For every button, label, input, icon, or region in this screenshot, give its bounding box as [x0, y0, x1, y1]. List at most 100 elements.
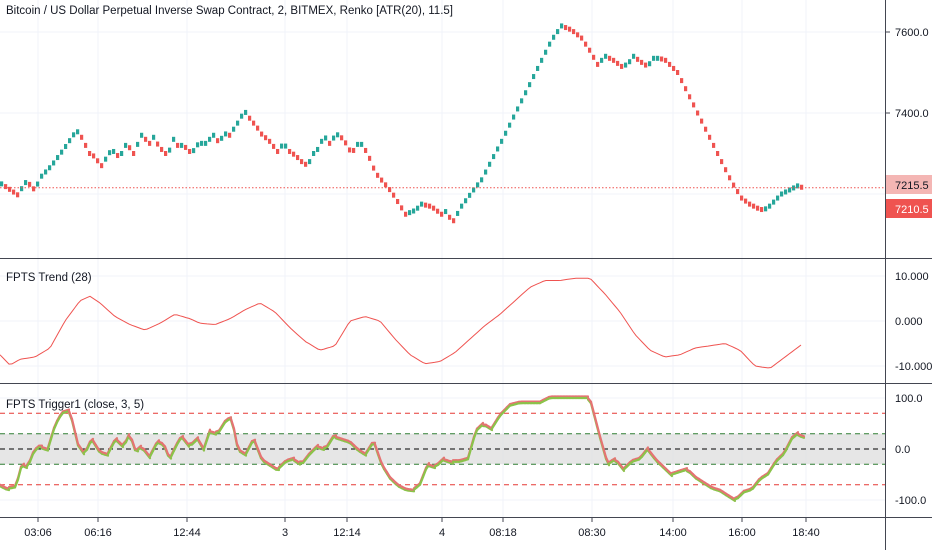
time-tick-label: 03:06	[24, 527, 52, 539]
renko-brick	[780, 191, 784, 197]
renko-brick	[24, 180, 28, 186]
time-tick-label: 12:44	[173, 527, 201, 539]
trigger-tick: 0.0	[895, 444, 910, 456]
time-axis[interactable]: 03:06 06:16 12:44 3 12:14 4 08:18 08:30 14:00 16:…	[24, 517, 820, 539]
renko-brick	[44, 169, 48, 175]
renko-brick	[612, 57, 616, 63]
renko-brick	[192, 148, 196, 154]
renko-brick	[548, 41, 552, 47]
renko-brick	[600, 57, 604, 63]
renko-brick	[776, 195, 780, 201]
renko-brick	[64, 144, 68, 150]
time-tick-label: 06:16	[84, 527, 112, 539]
renko-brick	[364, 147, 368, 153]
renko-brick	[300, 159, 304, 165]
renko-brick	[408, 210, 412, 216]
renko-brick	[20, 186, 24, 192]
renko-brick	[492, 154, 496, 160]
renko-brick	[52, 160, 56, 166]
renko-brick	[640, 59, 644, 65]
price-pane-title: Bitcoin / US Dollar Perpetual Inverse Sw…	[6, 5, 453, 17]
renko-brick	[360, 141, 364, 147]
last-price-value: 7215.5	[895, 180, 929, 192]
renko-brick	[452, 218, 456, 224]
renko-brick	[432, 205, 436, 211]
renko-brick	[480, 177, 484, 183]
renko-brick	[112, 148, 116, 154]
renko-brick	[412, 208, 416, 214]
trigger-tick: -100.0	[895, 495, 926, 507]
renko-brick	[316, 146, 320, 152]
renko-brick	[568, 26, 572, 32]
renko-brick	[684, 86, 688, 92]
trend-tick: 0.000	[895, 316, 923, 328]
second-price-badge	[886, 199, 932, 218]
renko-brick	[456, 210, 460, 216]
renko-brick	[356, 141, 360, 147]
renko-brick	[240, 113, 244, 119]
trigger-axis[interactable]: 100.0 0.0 -100.0	[895, 393, 926, 507]
renko-brick	[596, 61, 600, 67]
renko-brick	[628, 59, 632, 65]
renko-brick	[660, 56, 664, 62]
trend-line	[0, 277, 802, 369]
renko-brick	[320, 138, 324, 144]
renko-brick	[48, 165, 52, 171]
renko-brick	[124, 142, 128, 148]
renko-brick	[236, 120, 240, 126]
renko-brick	[620, 63, 624, 69]
renko-brick	[624, 62, 628, 68]
renko-brick	[308, 159, 312, 165]
time-tick-label: 08:30	[578, 527, 606, 539]
renko-brick	[500, 138, 504, 144]
renko-brick	[248, 115, 252, 121]
renko-brick	[576, 32, 580, 38]
trend-axis[interactable]: 10.000 0.000 -10.000	[895, 271, 932, 373]
price-axis[interactable]: 7600.0 7400.0 7215.5 7210.5	[885, 27, 932, 218]
time-tick-label: 18:40	[792, 527, 820, 539]
renko-brick	[764, 206, 768, 212]
renko-brick	[472, 187, 476, 193]
renko-brick	[0, 181, 4, 187]
renko-brick	[368, 155, 372, 161]
renko-brick	[464, 198, 468, 204]
renko-brick	[96, 158, 100, 164]
renko-brick	[504, 130, 508, 136]
renko-brick	[216, 138, 220, 144]
renko-brick	[476, 182, 480, 188]
renko-brick	[284, 143, 288, 149]
renko-brick	[148, 140, 152, 146]
renko-brick	[256, 125, 260, 131]
renko-brick	[516, 106, 520, 112]
renko-brick	[212, 132, 216, 138]
renko-brick	[488, 161, 492, 167]
renko-brick	[176, 142, 180, 148]
renko-brick	[204, 140, 208, 146]
renko-brick	[252, 120, 256, 126]
renko-brick	[416, 205, 420, 211]
renko-brick	[768, 203, 772, 209]
trend-tick: -10.000	[895, 361, 932, 373]
renko-brick	[468, 192, 472, 198]
price-tick: 7400.0	[895, 108, 929, 120]
renko-brick	[208, 136, 212, 142]
renko-brick	[540, 57, 544, 63]
renko-brick	[136, 141, 140, 147]
renko-brick	[140, 132, 144, 138]
time-tick-label: 12:14	[333, 527, 361, 539]
renko-brick	[484, 169, 488, 175]
second-price-value: 7210.5	[895, 204, 929, 216]
renko-brick	[12, 189, 16, 195]
renko-brick	[232, 126, 236, 132]
renko-brick	[752, 203, 756, 209]
renko-brick	[88, 151, 92, 156]
renko-brick	[632, 53, 636, 59]
renko-brick	[92, 153, 96, 159]
renko-brick	[160, 146, 164, 152]
renko-brick	[716, 151, 720, 156]
renko-brick	[32, 186, 36, 192]
renko-brick	[336, 132, 340, 138]
renko-brick	[220, 135, 224, 141]
renko-brick	[128, 145, 132, 151]
renko-brick	[668, 61, 672, 67]
